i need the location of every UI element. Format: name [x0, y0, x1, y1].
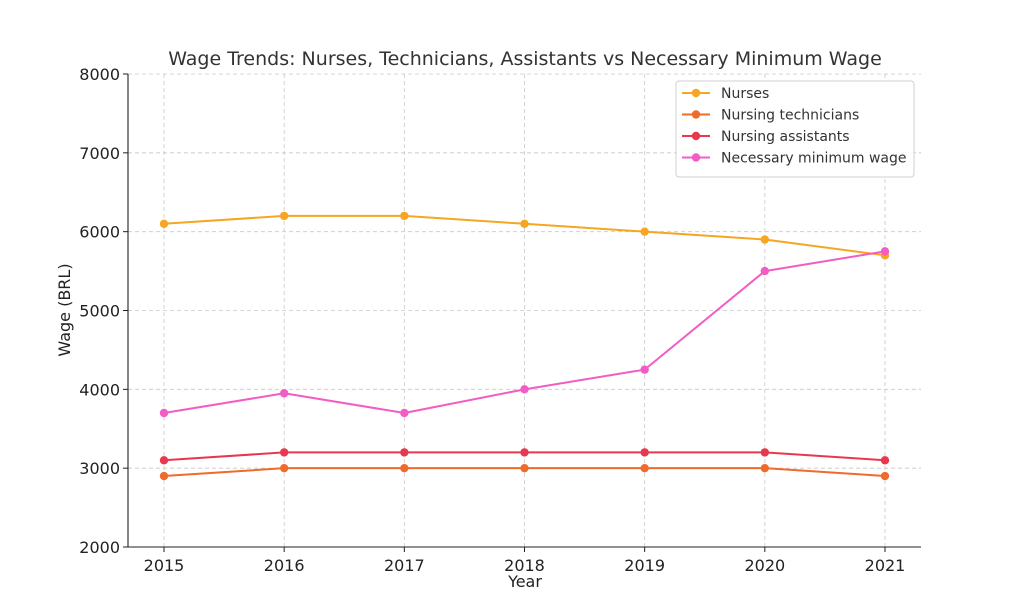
data-point: [880, 471, 890, 481]
data-point: [279, 389, 289, 398]
data-point: [640, 227, 649, 236]
data-point: [159, 456, 169, 465]
data-point: [159, 408, 169, 418]
legend-item: Nurses: [682, 86, 769, 102]
data-point: [279, 463, 289, 473]
legend-label: Nursing assistants: [721, 129, 850, 145]
series-3: [159, 247, 890, 418]
data-point: [520, 385, 529, 394]
data-point: [400, 211, 409, 221]
y-tick-label: 2000: [79, 538, 120, 557]
data-point: [400, 448, 409, 457]
series-layer: [159, 211, 890, 481]
data-point: [760, 266, 770, 276]
x-axis-title: Year: [507, 572, 542, 591]
data-point: [159, 219, 169, 228]
y-axis-title: Wage (BRL): [55, 263, 74, 356]
x-tick-label: 2021: [865, 556, 906, 575]
y-tick-label: 7000: [79, 144, 120, 163]
data-point: [760, 235, 770, 244]
legend-item: Necessary minimum wage: [682, 151, 906, 167]
data-point: [640, 463, 649, 473]
data-point: [760, 463, 770, 473]
x-tick-label: 2015: [144, 556, 185, 575]
series-2: [159, 448, 890, 465]
data-point: [159, 471, 169, 481]
legend-swatch-marker: [691, 88, 701, 98]
data-point: [520, 219, 529, 228]
y-tick-label: 5000: [79, 302, 120, 321]
data-point: [400, 463, 409, 473]
legend-label: Nursing technicians: [721, 108, 859, 124]
legend-swatch-marker: [691, 110, 701, 119]
legend: Nurses Nursing technicians Nursing assista…: [675, 80, 915, 178]
data-point: [520, 448, 529, 457]
data-point: [279, 211, 289, 221]
data-point: [880, 456, 890, 465]
legend-box: [675, 80, 915, 178]
series-1: [159, 463, 890, 481]
chart-title: Wage Trends: Nurses, Technicians, Assist…: [168, 48, 882, 70]
x-tick-label: 2016: [264, 556, 305, 575]
data-point: [640, 365, 649, 374]
x-tick-label: 2017: [384, 556, 425, 575]
x-tick-label: 2020: [744, 556, 785, 575]
data-point: [640, 448, 649, 457]
y-tick-label: 3000: [79, 459, 120, 478]
legend-item: Nursing technicians: [682, 108, 859, 124]
legend-label: Nurses: [721, 86, 769, 102]
axes: 2015 2016 2017 2018 2019 2020 2021 2000 3000 4000…: [79, 65, 921, 575]
legend-swatch-marker: [691, 153, 701, 162]
data-point: [400, 408, 409, 418]
y-tick-label: 4000: [79, 380, 120, 399]
data-point: [880, 247, 890, 256]
data-point: [520, 463, 529, 473]
data-point: [279, 448, 289, 457]
x-tick-label: 2019: [624, 556, 665, 575]
legend-swatch-marker: [691, 131, 701, 141]
legend-label: Necessary minimum wage: [721, 151, 906, 167]
x-tick-label: 2018: [504, 556, 545, 575]
legend-item: Nursing assistants: [682, 129, 850, 145]
data-point: [760, 448, 770, 457]
y-tick-label: 6000: [79, 223, 120, 242]
y-tick-label: 8000: [79, 65, 120, 84]
